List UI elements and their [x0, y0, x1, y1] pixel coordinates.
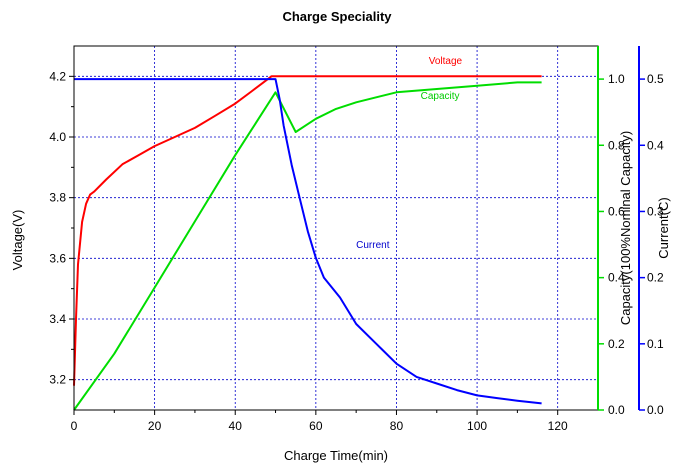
current-tick-label: 0.0: [647, 403, 664, 417]
tick-layer: 0 20 40 60 80 100 120 3.2 3.4 3.6 3.8 4.0 4.2 0.0 0.2 0…: [49, 69, 664, 433]
current-series-line: [74, 78, 542, 405]
voltage-series-line: [73, 75, 542, 386]
capacity-series-label: Capacity: [421, 91, 460, 102]
capacity-tick-label: 0.8: [608, 138, 625, 152]
voltage-tick-label: 3.6: [49, 251, 66, 265]
x-tick-label: 0: [71, 419, 78, 433]
x-axis-label: Charge Time(min): [284, 448, 388, 463]
grid-lines: [74, 46, 598, 410]
current-tick-label: 0.3: [647, 204, 664, 218]
chart-title: Charge Speciality: [282, 9, 392, 24]
current-tick-label: 0.1: [647, 337, 664, 351]
x-tick-label: 40: [229, 419, 243, 433]
x-tick-label: 80: [390, 419, 404, 433]
voltage-tick-label: 3.4: [49, 312, 66, 326]
voltage-tick-label: 4.2: [49, 69, 66, 83]
capacity-tick-label: 0.4: [608, 271, 625, 285]
current-tick-label: 0.2: [647, 271, 664, 285]
voltage-axis-label: Voltage(V): [10, 210, 25, 271]
annotation-layer: Voltage Capacity Current: [356, 56, 462, 251]
capacity-tick-label: 0.0: [608, 403, 625, 417]
current-series-label: Current: [356, 240, 390, 251]
capacity-tick-label: 1.0: [608, 72, 625, 86]
voltage-tick-label: 3.8: [49, 191, 66, 205]
x-tick-label: 20: [148, 419, 162, 433]
current-axis-label: Current(C): [656, 197, 671, 258]
plot-frame: [73, 45, 599, 411]
voltage-series-label: Voltage: [429, 56, 463, 67]
x-tick-label: 120: [548, 419, 568, 433]
x-tick-label: 100: [467, 419, 487, 433]
voltage-tick-label: 3.2: [49, 373, 66, 387]
capacity-series-line: [73, 81, 542, 411]
series-layer: [73, 75, 542, 411]
current-tick-label: 0.5: [647, 72, 664, 86]
x-tick-label: 60: [309, 419, 323, 433]
current-tick-label: 0.4: [647, 138, 664, 152]
capacity-tick-label: 0.2: [608, 337, 625, 351]
capacity-axis-label: Capacity(100%Nominal Capacity): [618, 131, 633, 325]
capacity-tick-label: 0.6: [608, 204, 625, 218]
voltage-tick-label: 4.0: [49, 130, 66, 144]
